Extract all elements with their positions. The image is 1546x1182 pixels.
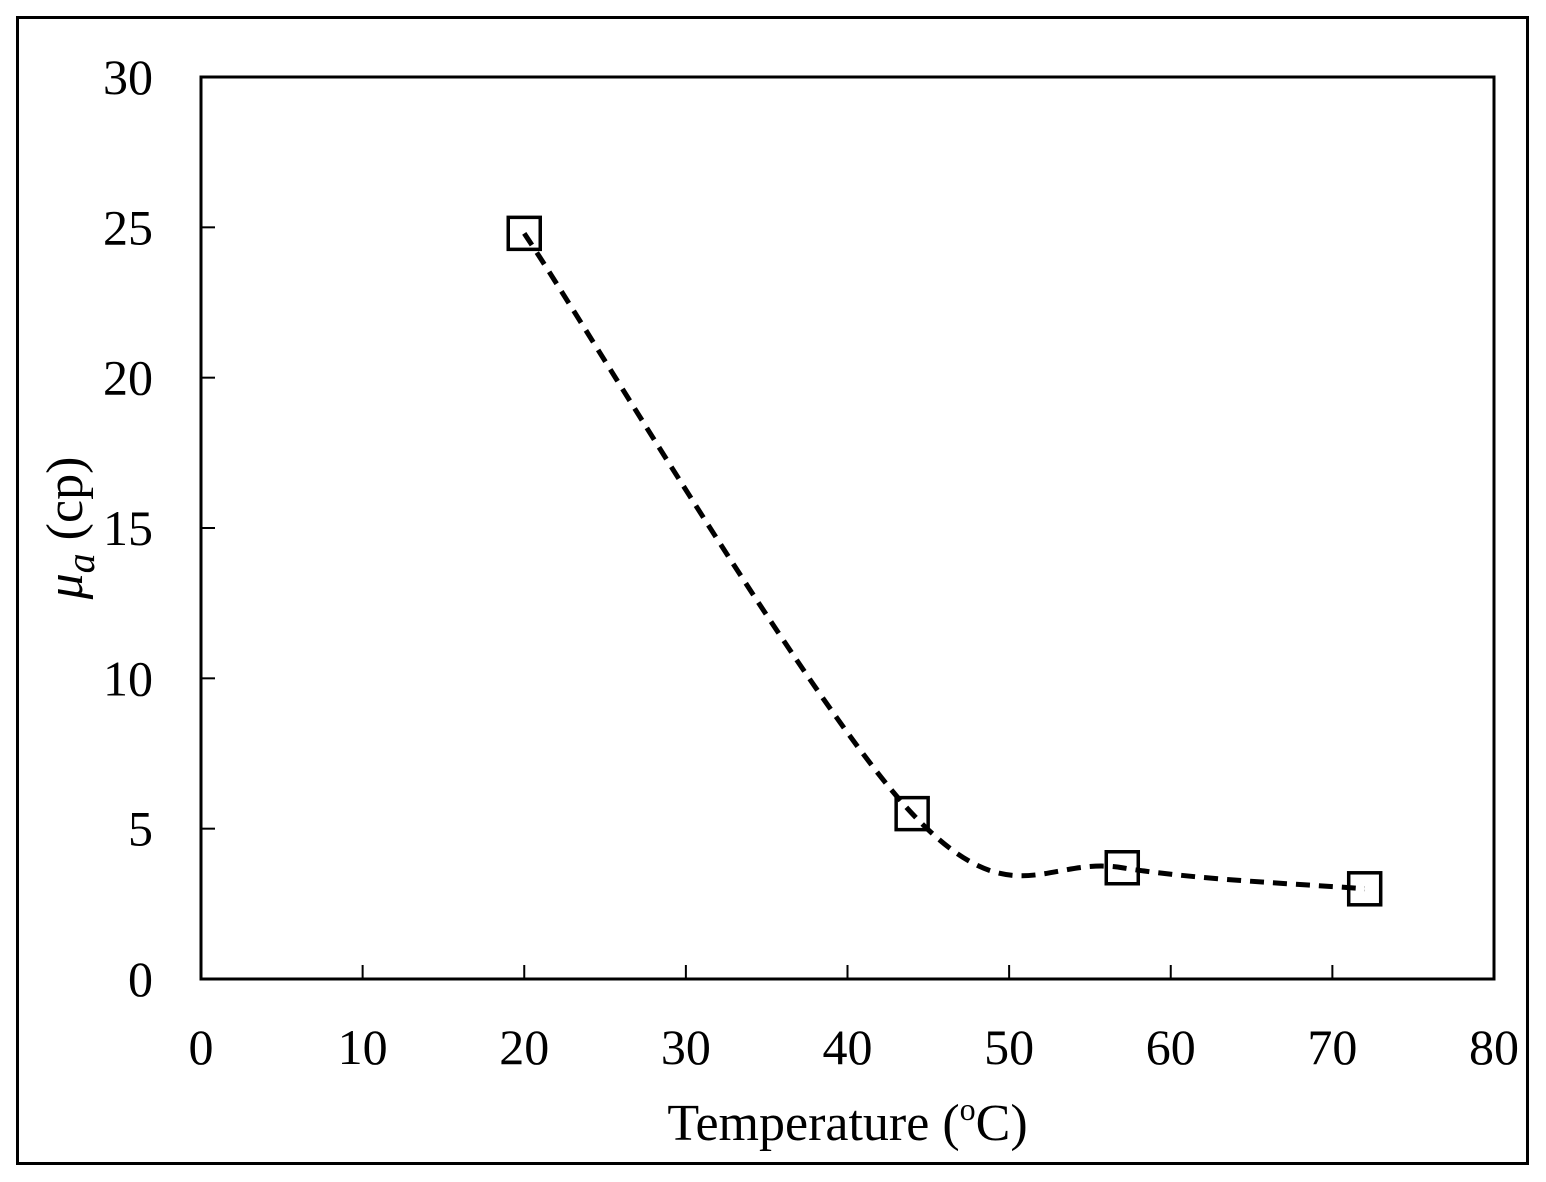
- y-tick-label: 30: [103, 49, 153, 105]
- data-point-marker: [1104, 850, 1141, 886]
- y-axis-title: μa (cp): [37, 457, 103, 601]
- x-tick-label: 10: [338, 1019, 388, 1075]
- data-point-marker: [894, 795, 930, 832]
- x-tick-label: 30: [661, 1019, 711, 1075]
- y-axis: 0 5 10 15 20 25 30: [103, 49, 215, 1007]
- figure-frame: [16, 16, 1529, 1165]
- y-axis-title-unit: (cp): [37, 457, 94, 554]
- series-layer: [506, 215, 1383, 907]
- y-tick-label: 0: [128, 951, 153, 1007]
- x-tick-label: 60: [1146, 1019, 1196, 1075]
- y-tick-label: 5: [128, 801, 153, 857]
- y-tick-label: 20: [103, 350, 153, 406]
- x-tick-label: 20: [499, 1019, 549, 1075]
- data-point-marker: [506, 215, 542, 252]
- x-tick-label: 50: [984, 1019, 1034, 1075]
- data-point-marker: [1346, 871, 1383, 907]
- x-axis-title: Temperature (oC): [667, 1091, 1027, 1152]
- plot-area: [199, 75, 1496, 981]
- series-line: [522, 231, 1365, 892]
- x-axis-title-text: Temperature (: [667, 1095, 959, 1152]
- x-axis-title-degree: o: [960, 1091, 976, 1127]
- y-axis-title-symbol: μ: [37, 573, 94, 600]
- x-axis: 0 10 20 30 40 50 60 70 80: [189, 965, 1519, 1075]
- x-tick-label: 70: [1307, 1019, 1357, 1075]
- x-tick-label: 0: [189, 1019, 214, 1075]
- x-axis-title-unit: C): [976, 1095, 1028, 1152]
- y-tick-label: 15: [103, 500, 153, 556]
- y-tick-label: 25: [103, 199, 153, 255]
- y-axis-title-subscript: a: [58, 553, 103, 573]
- y-tick-label: 10: [103, 650, 153, 706]
- x-tick-label: 80: [1469, 1019, 1519, 1075]
- x-tick-label: 40: [823, 1019, 873, 1075]
